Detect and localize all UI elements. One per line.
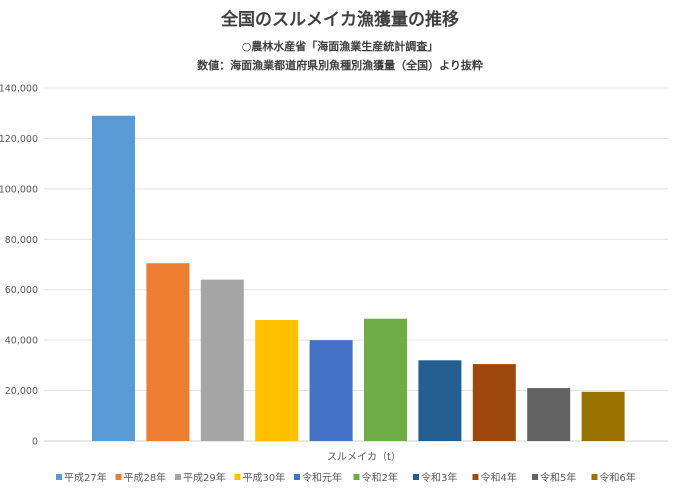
legend-label: 平成28年	[124, 471, 167, 484]
chart-subtitle-note: 数値：海面漁業都道府県別魚種別漁獲量（全国）より抜粋	[197, 58, 483, 72]
chart-subtitle-source: ○農林水産省「海面漁業生産統計調査」	[242, 39, 439, 53]
y-tick-label: 40,000	[5, 336, 38, 347]
legend: 平成27年 平成28年 平成29年 平成30年 令和元年 令和2年 令和3年 令和4年 令和5年…	[56, 471, 636, 484]
legend-label: 令和6年	[600, 471, 636, 484]
legend-label: 令和4年	[481, 471, 517, 484]
y-tick-label: 140,000	[0, 84, 38, 95]
legend-label: 令和元年	[302, 471, 342, 484]
legend-swatch	[115, 474, 122, 480]
legend-swatch	[353, 474, 360, 480]
y-tick-label: 100,000	[0, 184, 38, 195]
bars	[92, 115, 625, 441]
legend-label: 令和2年	[362, 471, 398, 484]
bar	[472, 364, 516, 441]
bar	[146, 263, 190, 441]
y-tick-label: 20,000	[5, 386, 38, 397]
y-tick-label: 60,000	[5, 285, 38, 296]
y-tick-label: 0	[32, 437, 38, 448]
legend-swatch	[175, 474, 181, 480]
legend-swatch	[294, 474, 300, 480]
bar	[92, 115, 135, 441]
x-category-label: スルメイカ（t）	[327, 451, 401, 463]
chart-title: 全国のスルメイカ漁獲量の推移	[220, 9, 459, 30]
bar	[418, 360, 462, 441]
y-axis-ticks: 0 20,000 40,000 60,000 80,000 100,000 120,000 1…	[0, 84, 38, 448]
bar	[309, 340, 353, 441]
y-tick-label: 80,000	[5, 235, 38, 246]
bar	[527, 388, 571, 441]
legend-swatch	[56, 474, 62, 480]
legend-swatch	[234, 474, 241, 480]
bar	[364, 318, 407, 441]
gridlines	[44, 87, 668, 442]
legend-label: 令和3年	[421, 471, 457, 484]
legend-label: 平成30年	[243, 471, 286, 484]
legend-label: 令和5年	[540, 471, 576, 484]
legend-label: 平成27年	[64, 471, 107, 484]
legend-label: 平成29年	[183, 471, 226, 484]
legend-swatch	[532, 474, 538, 480]
legend-swatch	[591, 474, 598, 480]
legend-swatch	[413, 474, 419, 480]
bar	[200, 279, 244, 441]
y-tick-label: 120,000	[0, 134, 38, 145]
bar	[581, 391, 625, 441]
bar	[255, 319, 299, 441]
legend-swatch	[472, 474, 479, 480]
